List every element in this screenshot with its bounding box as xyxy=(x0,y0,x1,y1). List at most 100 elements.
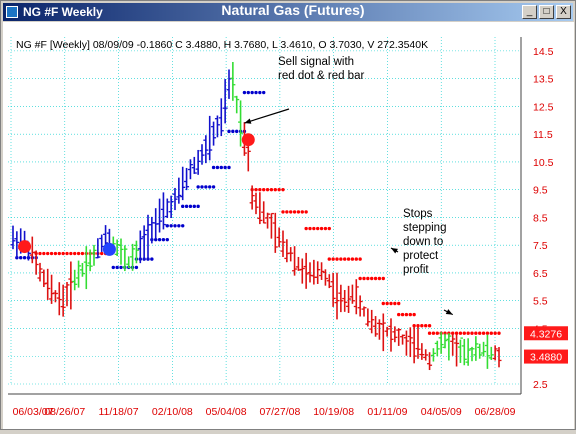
chart-plot-area: Sell signal with red dot & red bar Stops st… xyxy=(3,22,574,429)
stop-dot xyxy=(358,276,362,281)
signal-dots xyxy=(18,133,255,256)
stop-dot xyxy=(119,265,123,270)
stop-dot xyxy=(366,276,370,281)
stop-dot xyxy=(53,251,58,256)
stop-dot xyxy=(38,251,42,256)
minimize-button[interactable]: _ xyxy=(522,5,537,19)
stop-dot xyxy=(412,324,416,328)
stop-dot xyxy=(254,90,258,95)
stop-dot xyxy=(242,90,247,95)
stop-dot xyxy=(304,210,308,214)
x-tick-label: 11/18/07 xyxy=(99,406,139,418)
y-tick-label: 5.5 xyxy=(533,296,548,308)
stop-dot xyxy=(331,257,335,261)
stop-dot xyxy=(427,324,432,328)
stop-dot xyxy=(404,312,409,317)
stop-dot xyxy=(397,301,401,306)
x-tick-label: 10/19/08 xyxy=(313,406,354,418)
maximize-button[interactable]: □ xyxy=(539,5,554,19)
stop-dot xyxy=(258,187,262,192)
stop-dot xyxy=(254,187,258,192)
stop-dot xyxy=(474,331,478,335)
stop-dot xyxy=(381,276,385,281)
stop-dot xyxy=(497,331,501,335)
stop-dot xyxy=(150,257,154,261)
stop-dot xyxy=(165,237,169,242)
stop-dot xyxy=(435,331,439,335)
stop-dot xyxy=(165,224,169,228)
close-button[interactable]: X xyxy=(556,5,571,19)
stop-dot xyxy=(381,301,385,306)
stop-dot xyxy=(370,276,374,281)
annotations: Sell signal with red dot & red bar Stops st… xyxy=(244,56,453,316)
stop-dot xyxy=(231,129,235,134)
stop-dot xyxy=(397,312,401,317)
stop-dot xyxy=(235,129,239,134)
x-tick-label: 06/28/09 xyxy=(475,406,516,418)
stop-dot xyxy=(385,301,389,306)
stop-dot xyxy=(431,331,436,335)
annotation-arrowhead xyxy=(391,247,398,254)
stop-dot xyxy=(269,187,274,192)
stop-dot xyxy=(173,224,177,228)
stop-dot xyxy=(227,165,231,170)
stop-dot xyxy=(211,185,216,189)
signal-dot xyxy=(18,240,32,254)
annotation-text: stepping xyxy=(403,222,446,234)
stop-dot xyxy=(339,257,343,261)
stop-dot xyxy=(323,226,328,231)
stop-dot xyxy=(76,251,81,256)
x-tick-label: 01/11/09 xyxy=(367,406,407,418)
annotation-text: red dot & red bar xyxy=(278,70,364,82)
x-tick-label: 06/03/07 xyxy=(13,406,54,418)
stop-dot xyxy=(265,187,270,192)
stop-dot xyxy=(61,251,65,256)
stop-dot xyxy=(115,265,119,270)
y-tick-label: 9.5 xyxy=(533,185,548,197)
annotation-text: down to xyxy=(403,236,443,248)
stop-dot xyxy=(389,301,393,306)
chart-title: Natural Gas (Futures) xyxy=(221,2,365,18)
stop-dot xyxy=(466,331,470,335)
window-title: NG #F Weekly xyxy=(23,5,103,19)
stop-dot xyxy=(412,312,416,317)
stop-dot xyxy=(219,165,223,170)
stop-dot xyxy=(327,257,331,261)
info-line: NG #F [Weekly] 08/09/09 -0.1860 C 3.4880… xyxy=(16,39,428,51)
stop-dot xyxy=(211,165,216,170)
stop-dot xyxy=(312,226,316,231)
annotation-arrowhead xyxy=(445,309,453,315)
x-tick-label: 04/05/09 xyxy=(421,406,462,418)
stop-dot xyxy=(393,301,397,306)
stop-dot xyxy=(100,251,104,256)
stop-dot xyxy=(296,210,301,214)
stop-dot xyxy=(478,331,482,335)
stop-dot xyxy=(258,90,262,95)
stop-dot xyxy=(481,331,486,335)
x-tick-label: 07/27/08 xyxy=(259,406,300,418)
y-tick-label: 6.5 xyxy=(533,268,548,280)
stop-dot xyxy=(154,237,158,242)
stop-dot xyxy=(46,251,50,256)
title-bar[interactable]: NG #F Weekly Natural Gas (Futures) _ □ X xyxy=(3,2,573,21)
stop-dot xyxy=(377,276,382,281)
stop-dot xyxy=(200,185,204,189)
stop-dot xyxy=(80,251,85,256)
annotation-text: protect xyxy=(403,250,439,262)
stop-dot xyxy=(485,331,490,335)
stop-dot xyxy=(208,185,212,189)
stop-dot xyxy=(400,312,405,317)
price-chart: Sell signal with red dot & red bar Stops st… xyxy=(8,37,568,418)
grid-lines xyxy=(8,37,521,385)
stop-dot xyxy=(181,204,185,209)
stop-dot xyxy=(196,185,200,189)
stop-dot xyxy=(246,90,250,95)
stop-dot xyxy=(420,324,424,328)
price-tag-label: 3.4880 xyxy=(530,352,562,364)
stop-dot xyxy=(319,226,324,231)
price-tag xyxy=(524,349,568,364)
stop-dot xyxy=(157,237,162,242)
y-tick-label: 13.5 xyxy=(533,74,554,86)
stop-dot xyxy=(416,324,420,328)
